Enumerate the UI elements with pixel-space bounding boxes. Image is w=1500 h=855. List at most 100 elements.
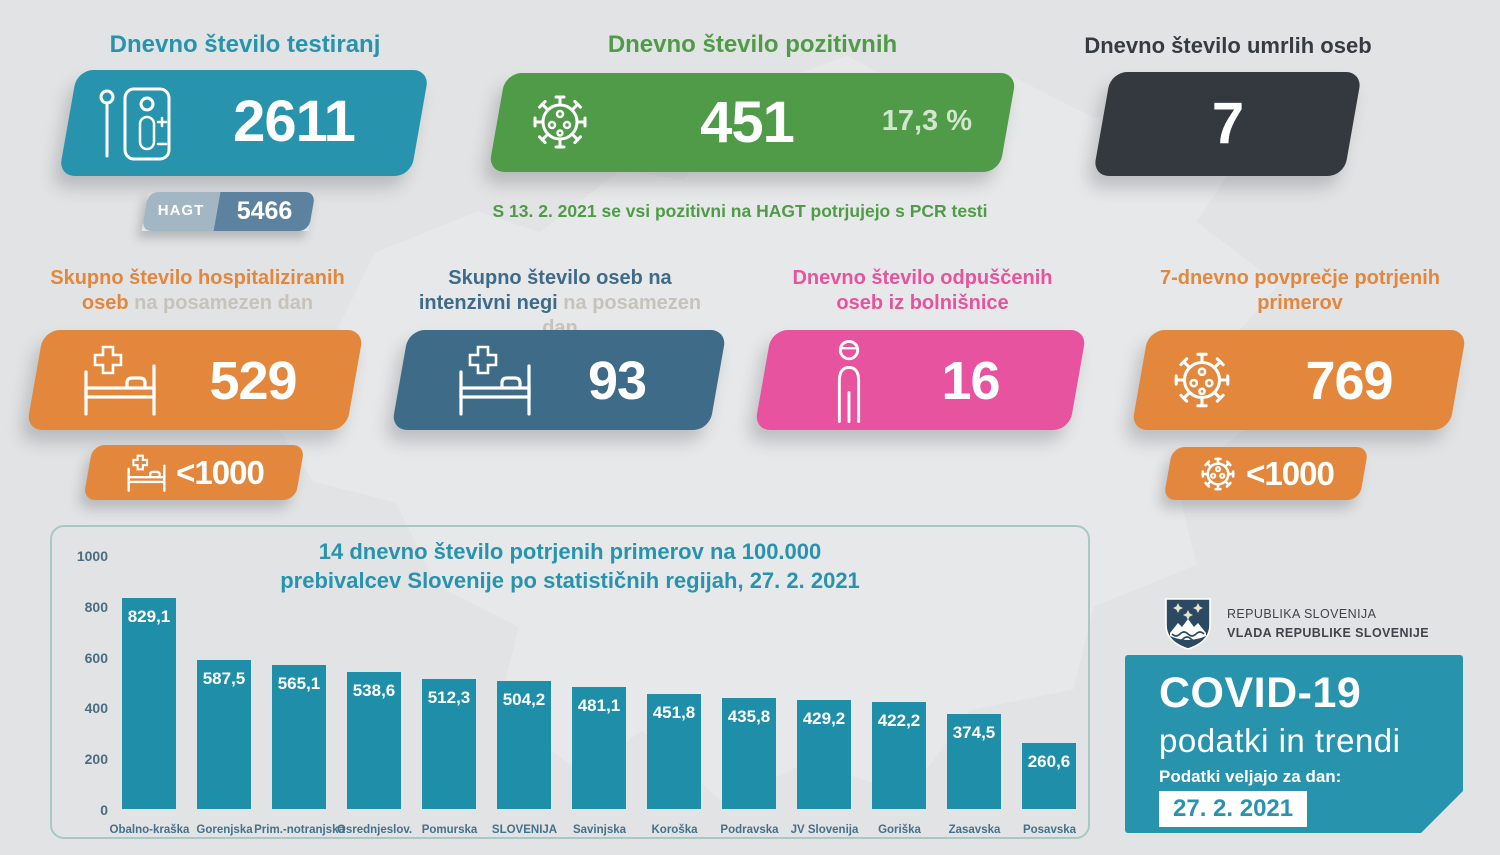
- gov-line1: REPUBLIKA SLOVENIJA: [1227, 607, 1377, 621]
- chart-title: 14 dnevno število potrjenih primerov na …: [52, 537, 1088, 595]
- daily-tests-title: Dnevno število testiranj: [109, 31, 381, 58]
- bar-category-label: Goriška: [878, 824, 921, 836]
- bar: 538,6: [347, 672, 401, 809]
- avg7-capacity-value: <1000: [1246, 454, 1335, 492]
- bar: 565,1: [272, 665, 326, 809]
- avg7-title: 7-dnevno povprečje potrjenih primerov: [1159, 267, 1441, 314]
- icu-title-bold: Skupno število oseb na intenzivni negi: [418, 267, 672, 314]
- hospitalized-title: Skupno število hospitaliziranih oseb na …: [30, 266, 365, 316]
- person-icon: [821, 336, 877, 426]
- bar-category-label: SLOVENIJA: [491, 824, 558, 836]
- bar-value-label: 422,2: [877, 710, 921, 730]
- chart-bar-cell: 565,1 Prim.-notranjska: [254, 555, 345, 836]
- avg7-value: 769: [1305, 351, 1393, 411]
- bar: 481,1: [572, 686, 626, 809]
- bar-category-label: Zasavska: [948, 824, 1001, 836]
- bar-value-label: 429,2: [802, 708, 846, 728]
- swab-test-icon: [94, 84, 180, 164]
- virus-icon: [1198, 454, 1238, 494]
- hospitalized-capacity-value: <1000: [176, 453, 265, 491]
- regional-chart-panel: 14 dnevno število potrjenih primerov na …: [50, 525, 1090, 839]
- chart-bar-cell: 829,1 Obalno-kraška: [110, 555, 189, 836]
- bar: 429,2: [797, 699, 851, 809]
- bar-value-label: 829,1: [127, 607, 171, 627]
- bar-category-label: Podravska: [720, 824, 779, 836]
- chart-bar-cell: 451,8 Koroška: [637, 555, 712, 836]
- chart-bar-cell: 538,6 Osrednjeslov.: [337, 555, 412, 836]
- date-badge: 27. 2. 2021: [1159, 791, 1307, 827]
- positive-rate: 17,3 %: [881, 105, 972, 137]
- bar-value-label: 504,2: [502, 689, 546, 709]
- bar: 422,2: [872, 701, 926, 809]
- bar: 435,8: [722, 698, 776, 809]
- chart-bar-cell: 422,2 Goriška: [862, 555, 937, 836]
- bar-value-label: 481,1: [577, 695, 621, 715]
- slovenia-coat-of-arms-icon: [1163, 597, 1213, 651]
- hospital-bed-icon: [77, 342, 161, 418]
- hagt-badge: HAGT 5466: [141, 192, 316, 231]
- bar-category-label: Gorenjska: [196, 824, 253, 836]
- chart-bar-cell: 374,5 Zasavska: [937, 555, 1012, 836]
- chart-title-rest: na 100.000: [703, 539, 822, 564]
- bar: 451,8: [647, 694, 701, 809]
- icu-value: 93: [587, 351, 647, 411]
- hospital-bed-icon: [124, 453, 168, 493]
- bar-value-label: 587,5: [202, 668, 246, 688]
- chart-y-axis: 0 200 400 600 800 1000: [66, 548, 108, 818]
- avg7-card: 769: [1131, 330, 1467, 430]
- y-tick-label: 1000: [76, 548, 108, 564]
- covid-title: COVID-19: [1159, 669, 1362, 717]
- slovenia-map-silhouette: [251, 55, 1279, 804]
- hagt-pcr-note: S 13. 2. 2021 se vsi pozitivni na HAGT p…: [492, 201, 988, 221]
- chart-bar-cell: 587,5 Gorenjska: [187, 555, 262, 836]
- hospitalized-card: 529: [26, 330, 364, 430]
- discharged-value: 16: [941, 351, 1000, 411]
- daily-tests-value: 2611: [233, 89, 356, 154]
- chart-bar-cell: 435,8 Podravska: [712, 555, 787, 836]
- bar-value-label: 435,8: [727, 707, 771, 727]
- chart-title-line2: prebivalcev Slovenije po statističnih re…: [280, 568, 860, 593]
- daily-deaths-title: Dnevno število umrlih oseb: [1084, 33, 1372, 58]
- chart-bar-cell: 260,6 Posavska: [1012, 555, 1087, 836]
- y-tick-label: 600: [84, 649, 108, 666]
- bar-category-label: Obalno-kraška: [109, 824, 190, 836]
- bar-value-label: 451,8: [652, 703, 696, 723]
- bar-category-label: Prim.-notranjska: [254, 824, 345, 836]
- bar: 512,3: [422, 678, 476, 809]
- bar-value-label: 512,3: [427, 687, 471, 707]
- daily-tests-card: 2611: [58, 70, 430, 176]
- bar-value-label: 374,5: [952, 722, 996, 742]
- bar-value-label: 260,6: [1027, 751, 1071, 771]
- hospitalized-capacity-badge: <1000: [83, 445, 305, 500]
- chart-bar-cell: 504,2 SLOVENIJA: [487, 555, 562, 836]
- bar-category-label: Savinjska: [572, 824, 627, 836]
- date-label: Podatki veljajo za dan:: [1159, 767, 1342, 786]
- y-tick-label: 200: [84, 751, 108, 768]
- y-tick-label: 0: [100, 802, 108, 818]
- bar: 260,6: [1022, 742, 1076, 809]
- chart-bar-cell: 481,1 Savinjska: [562, 555, 637, 836]
- bar-category-label: Posavska: [1022, 824, 1077, 836]
- daily-deaths-card: 7: [1092, 72, 1363, 176]
- bar-value-label: 538,6: [352, 681, 396, 701]
- hospitalized-value: 529: [209, 351, 297, 411]
- hospitalized-title-light: na posamezen dan: [128, 292, 314, 314]
- y-tick-label: 800: [84, 598, 108, 615]
- virus-icon: [527, 89, 593, 155]
- covid-subtitle: podatki in trendi: [1159, 722, 1401, 759]
- daily-positive-card: 451 17,3 %: [488, 73, 1017, 172]
- chart-bar-cell: 512,3 Pomurska: [412, 555, 487, 836]
- chart-title-bold: 14 dnevno število potrjenih primerov: [318, 539, 704, 564]
- icu-card: 93: [391, 330, 727, 430]
- covid-info-card: COVID-19 podatki in trendi Podatki velja…: [1125, 655, 1463, 833]
- chart-bars: 829,1 Obalno-kraška 587,5 Gorenjska 565,1 Pri…: [110, 555, 1087, 836]
- bar-value-label: 565,1: [277, 674, 321, 694]
- virus-icon: [1168, 346, 1236, 414]
- bar: 587,5: [197, 659, 251, 809]
- hagt-value: 5466: [236, 197, 293, 225]
- daily-deaths-value: 7: [1211, 91, 1244, 156]
- gov-line2: VLADA REPUBLIKE SLOVENIJE: [1227, 626, 1429, 640]
- daily-positive-value: 451: [700, 90, 795, 155]
- hospitalized-title-bold: Skupno število hospitaliziranih oseb: [50, 267, 345, 314]
- avg7-capacity-badge: <1000: [1163, 447, 1369, 500]
